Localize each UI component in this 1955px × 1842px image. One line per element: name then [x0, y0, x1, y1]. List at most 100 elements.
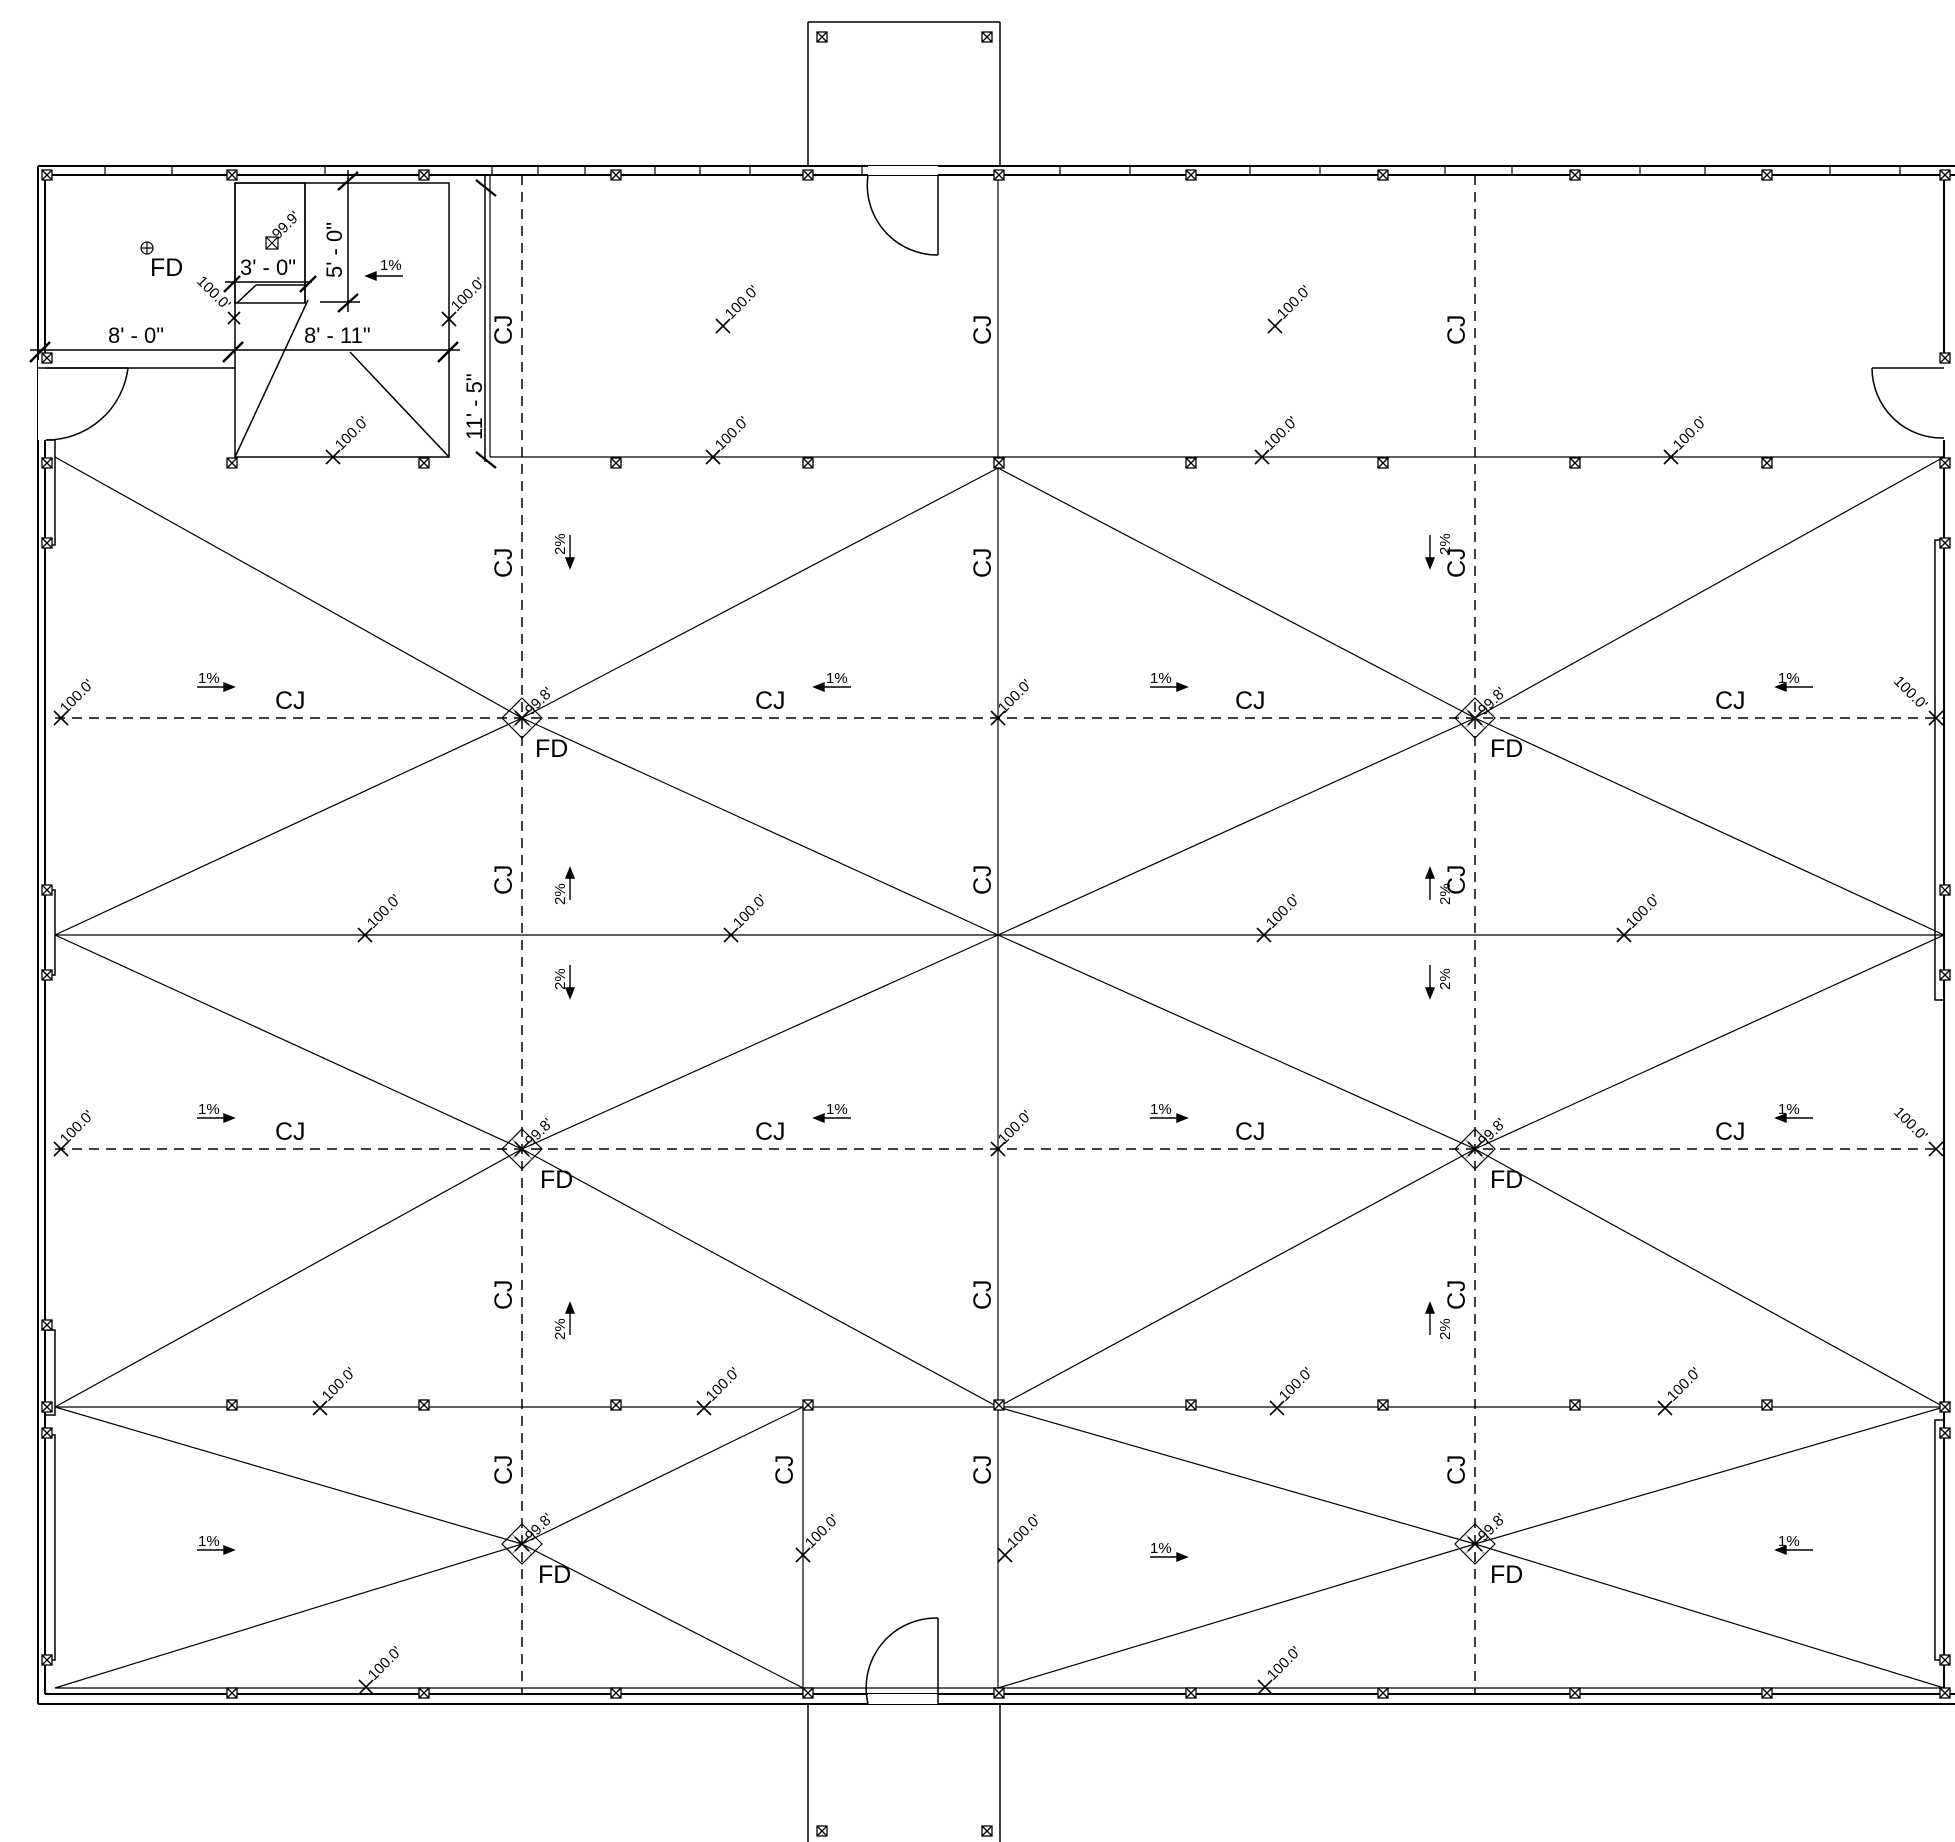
slope-label: 1%	[826, 670, 848, 687]
fd-label: FD	[1490, 735, 1523, 763]
elevation-label: 100.0'	[1274, 282, 1315, 323]
cj-label: CJ	[969, 1454, 997, 1485]
cj-label: CJ	[1443, 314, 1471, 345]
elevation-label: 100.0'	[1004, 1511, 1045, 1552]
column-marker	[993, 457, 1005, 469]
slope-label: 2%	[552, 533, 569, 555]
cj-label: CJ	[1715, 1118, 1746, 1146]
cj-label: CJ	[275, 687, 306, 715]
cj-label: CJ	[771, 1454, 799, 1485]
column-marker	[1939, 352, 1951, 364]
column-marker	[802, 1399, 814, 1411]
column-marker	[41, 1401, 53, 1413]
door-left	[38, 367, 129, 441]
elevation-label: 100.0'	[365, 1643, 406, 1684]
doors	[38, 166, 1950, 1705]
elevation-label: 100.0'	[319, 1364, 360, 1405]
elevation-label: 100.0'	[1890, 1104, 1931, 1145]
column-marker	[1377, 1687, 1389, 1699]
column-marker	[1761, 169, 1773, 181]
column-marker	[41, 169, 53, 181]
column-marker	[610, 1687, 622, 1699]
cj-label: CJ	[490, 547, 518, 578]
floor-drain-labels: FD FD FD FD FD FD FD	[150, 254, 1523, 1589]
slope-label: 1%	[1778, 670, 1800, 687]
arrow-left-icon	[812, 681, 851, 693]
elevation-label: 100.0'	[1623, 891, 1664, 932]
elevation-label: 100.0'	[802, 1511, 843, 1552]
slope-arrows	[197, 270, 1813, 1563]
column-marker	[226, 1687, 238, 1699]
dimension-lines	[29, 170, 497, 469]
fd-label: FD	[538, 1561, 571, 1589]
slope-label: 2%	[1437, 1318, 1454, 1340]
arrow-left-icon	[812, 1112, 851, 1124]
cj-label: CJ	[755, 1118, 786, 1146]
dimension-label: 11' - 5"	[462, 373, 487, 440]
arrow-right-icon	[1150, 681, 1189, 693]
column-marker	[1939, 1427, 1951, 1439]
column-marker	[1569, 169, 1581, 181]
elevation-label: 100.0'	[1261, 413, 1302, 454]
elevation-label: 100.0'	[1664, 1364, 1705, 1405]
column-marker	[1569, 1399, 1581, 1411]
fd-label: FD	[535, 735, 568, 763]
column-marker	[802, 1687, 814, 1699]
slope-label: 2%	[1437, 533, 1454, 555]
cj-label: CJ	[1443, 547, 1471, 578]
column-marker	[1939, 169, 1951, 181]
elevation-label: 99.9'	[269, 208, 304, 243]
column-marker	[418, 169, 430, 181]
dimension-label: 5' - 0"	[322, 222, 347, 278]
column-marker	[1761, 1399, 1773, 1411]
slope-label: 2%	[552, 1318, 569, 1340]
column-marker	[1761, 457, 1773, 469]
fd-label: FD	[1490, 1561, 1523, 1589]
column-marker	[816, 31, 828, 43]
bottom-projection	[807, 1704, 1001, 1842]
column-marker	[993, 1687, 1005, 1699]
column-marker	[41, 352, 53, 364]
cj-label: CJ	[969, 314, 997, 345]
cj-label: CJ	[490, 1454, 518, 1485]
column-marker	[802, 169, 814, 181]
slope-label: 1%	[198, 1101, 220, 1118]
cj-label: CJ	[755, 687, 786, 715]
fd-label: FD	[1490, 1166, 1523, 1194]
door-bottom	[865, 1617, 939, 1705]
cj-label: CJ	[1443, 864, 1471, 895]
arrow-right-icon	[197, 1544, 236, 1556]
arrow-left-icon	[1774, 1112, 1813, 1124]
elevation-label: 100.0'	[57, 1107, 98, 1148]
elevation-label: 100.0'	[712, 413, 753, 454]
column-marker	[1185, 169, 1197, 181]
top-projection	[807, 21, 1001, 166]
cj-label: CJ	[275, 1118, 306, 1146]
column-marker	[1569, 457, 1581, 469]
cj-label: CJ	[969, 1279, 997, 1310]
dimension-label: 8' - 0"	[108, 323, 164, 348]
cj-label: CJ	[1235, 1118, 1266, 1146]
door-top	[866, 174, 939, 256]
arrow-right-icon	[197, 1112, 236, 1124]
column-marker	[993, 169, 1005, 181]
elevation-label: 100.0'	[1263, 891, 1304, 932]
top-wall-panel-joints	[104, 166, 1901, 175]
elevation-label: 100.0'	[730, 891, 771, 932]
control-joint-labels: CJ CJ CJ CJ CJ CJ CJ CJ CJ CJ CJ CJ CJ C…	[275, 314, 1746, 1485]
slope-label: 1%	[1778, 1101, 1800, 1118]
arrow-down-icon	[1424, 965, 1436, 1000]
elevation-label: 100.0'	[332, 413, 373, 454]
cj-label: CJ	[1235, 687, 1266, 715]
slope-label: 1%	[198, 670, 220, 687]
column-marker	[1939, 457, 1951, 469]
column-marker	[1939, 1654, 1951, 1666]
column-marker	[41, 1427, 53, 1439]
arrow-up-icon	[564, 866, 576, 900]
elevation-label: 100.0'	[193, 273, 234, 314]
column-marker	[418, 1687, 430, 1699]
column-marker	[981, 1825, 993, 1837]
arrow-right-icon	[1150, 1112, 1189, 1124]
cj-label: CJ	[1715, 687, 1746, 715]
